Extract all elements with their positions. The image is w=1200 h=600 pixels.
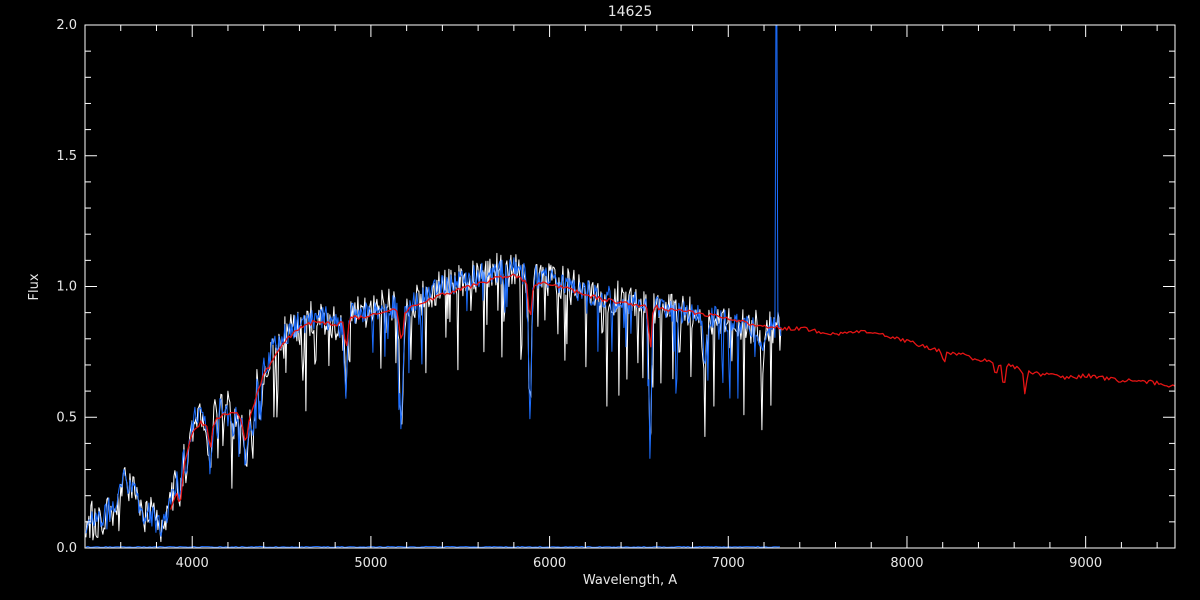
plot-title: 14625 [608,4,653,20]
y-axis-label: Flux [27,273,42,300]
y-tick-label: 2.0 [56,18,77,33]
plot-layers: 4000 5000 6000 7000 8000 9000 0.0 0.5 1.0 1.5 2.0 [56,18,1176,571]
x-tick-label: 4000 [176,556,209,571]
series-observed-smoothed [85,24,782,537]
x-tick-label: 7000 [712,556,745,571]
x-axis-label: Wavelength, A [583,573,677,588]
y-tick-label: 1.0 [56,280,77,295]
y-tick-label: 0.5 [56,410,77,425]
x-tick-label: 8000 [890,556,923,571]
x-tick-label: 6000 [533,556,566,571]
series-zero-level [85,545,780,548]
series-template-fit [170,273,1176,510]
y-tick-label: 0.0 [56,541,77,556]
x-tick-label: 9000 [1069,556,1102,571]
y-tick-label: 1.5 [56,149,77,164]
x-tick-label: 5000 [354,556,387,571]
